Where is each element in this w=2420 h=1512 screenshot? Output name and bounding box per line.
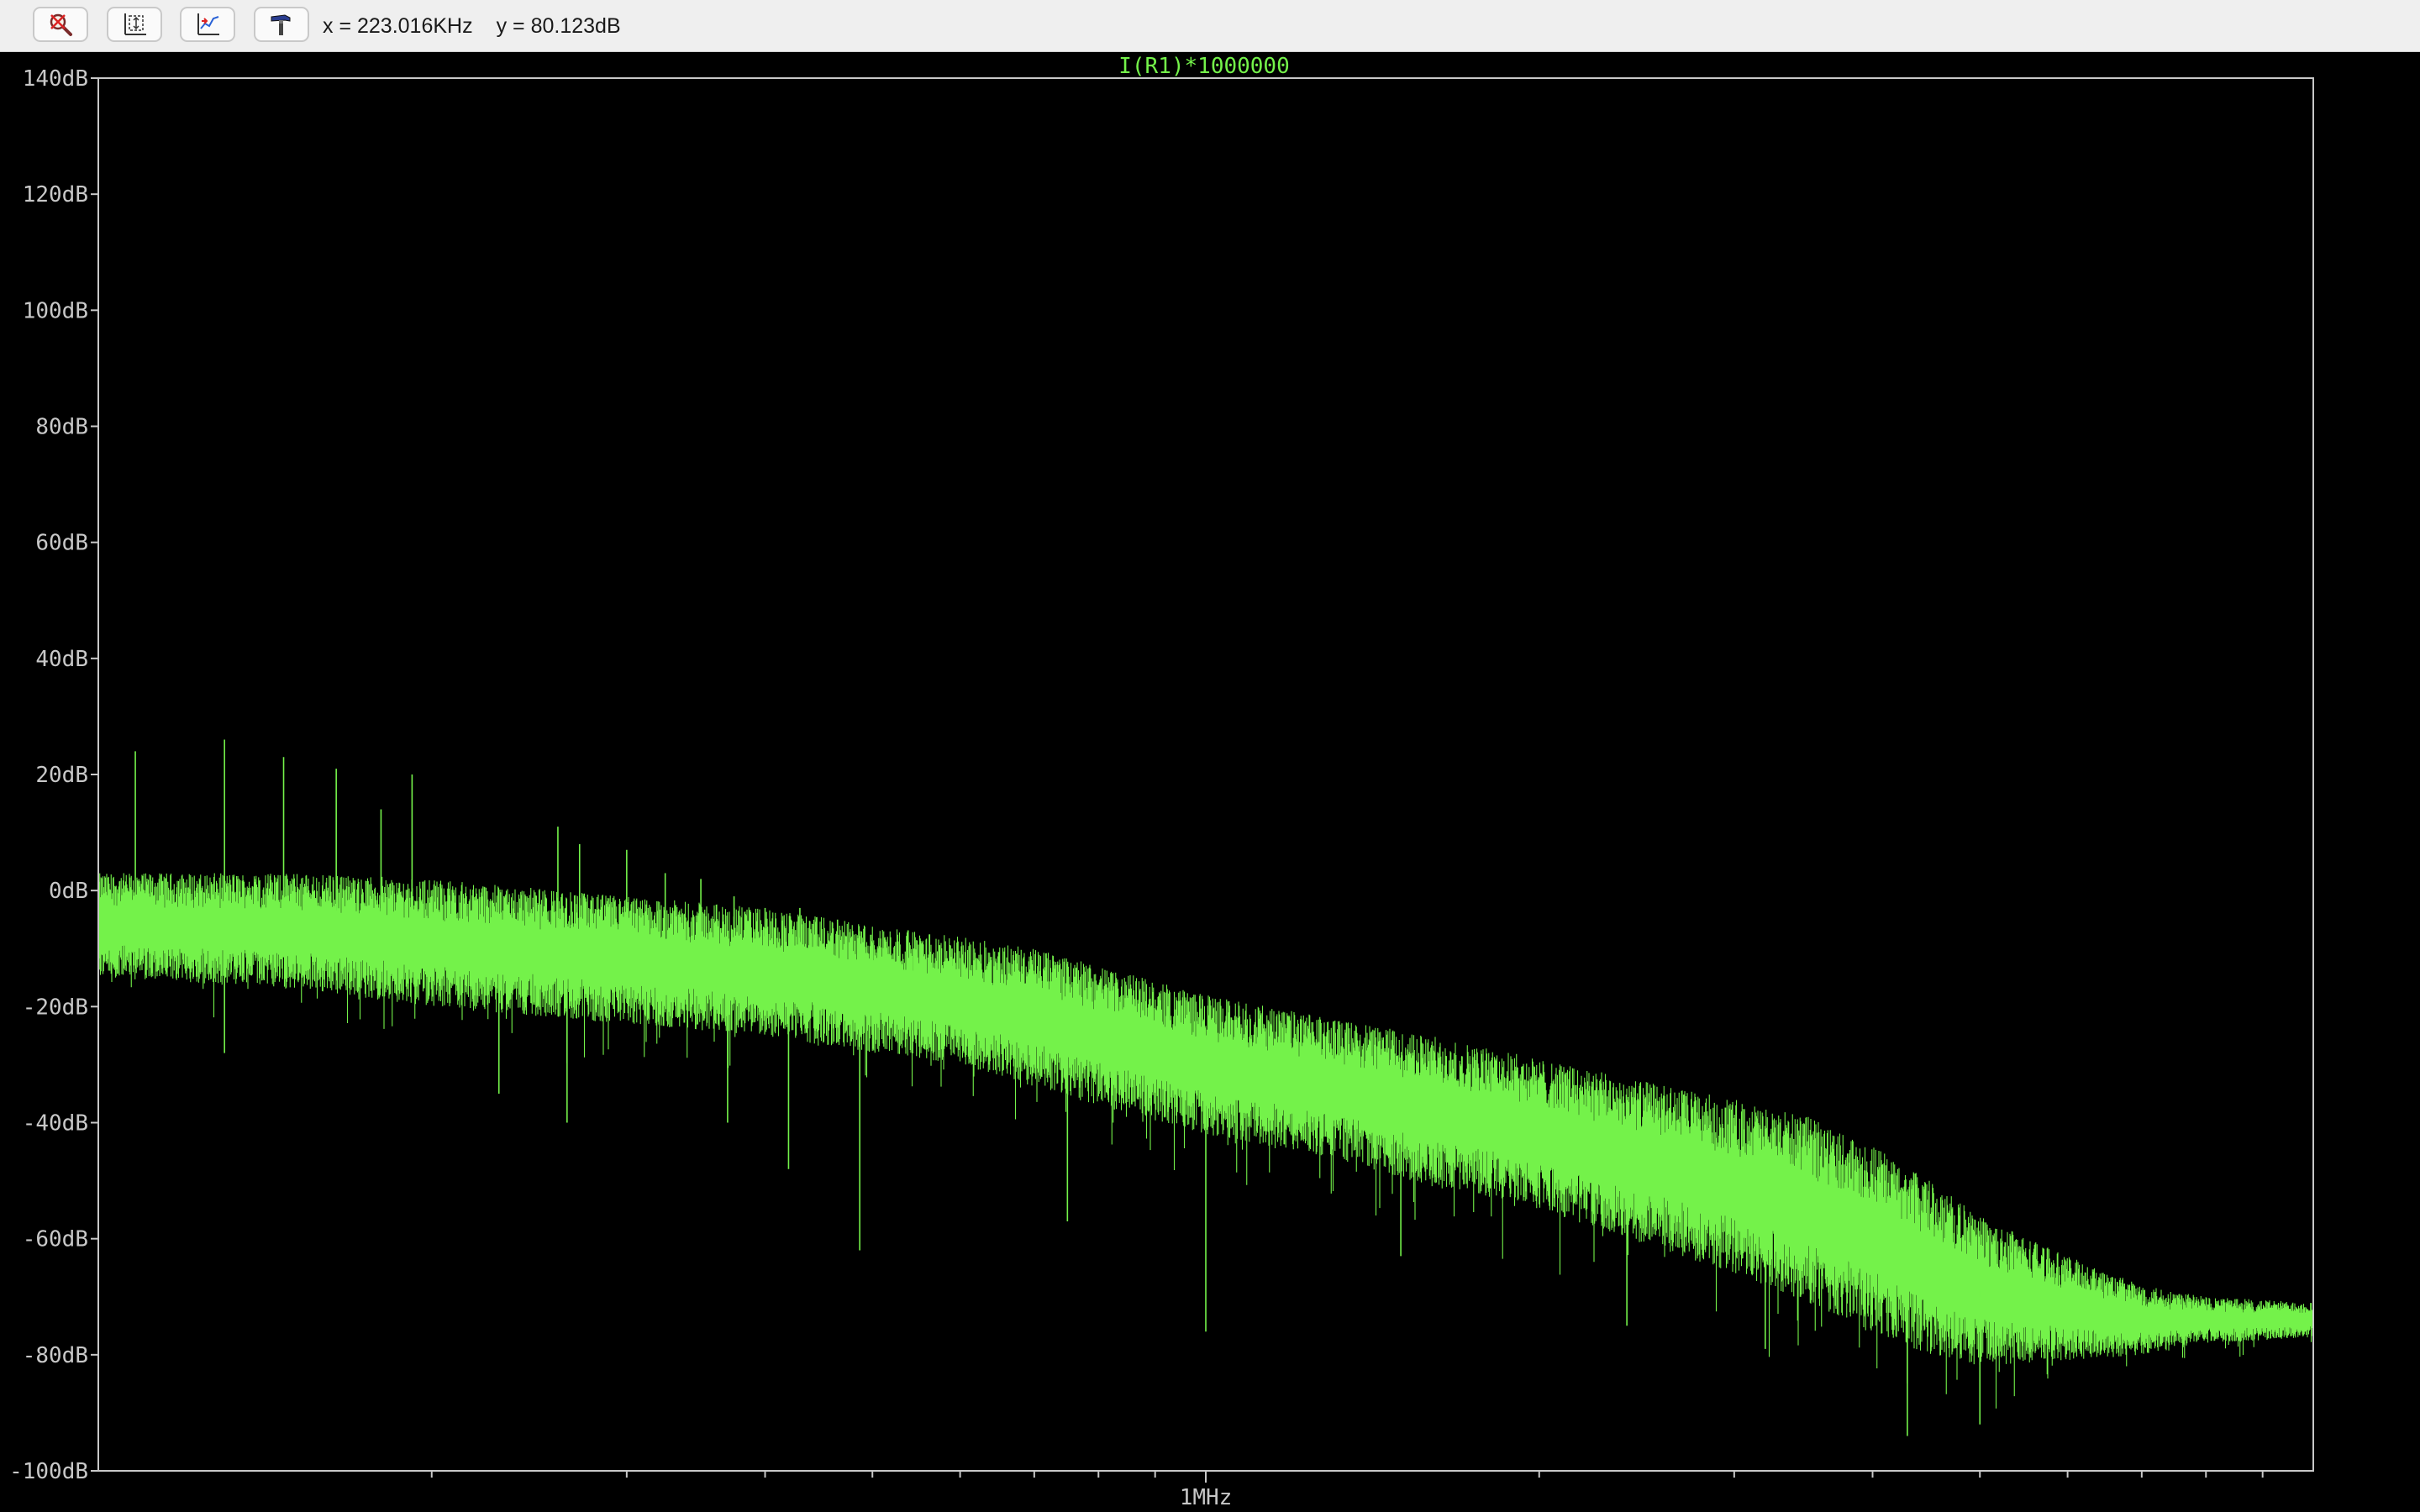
y-tick-label: 20dB (35, 763, 88, 788)
hammer-button[interactable] (254, 7, 309, 42)
y-tick-label: 100dB (23, 298, 88, 323)
y-tick-label: -80dB (23, 1343, 88, 1368)
zoom-icon (50, 13, 72, 36)
zoom-button[interactable] (33, 7, 88, 42)
autorange-button[interactable] (107, 7, 162, 42)
y-tick-label: 140dB (23, 66, 88, 92)
y-tick-label: 40dB (35, 647, 88, 672)
fft-plot[interactable]: I(R1)*1000000 140dB 120dB 100dB 80dB 60dB 40d… (0, 52, 2420, 1512)
y-tick-label: 0dB (49, 879, 88, 904)
cursor-y-value: y = 80.123dB (496, 14, 621, 38)
y-tick-label: 60dB (35, 531, 88, 556)
y-tick-label: -20dB (23, 995, 88, 1020)
cursor-readout: x = 223.016KHz y = 80.123dB (323, 0, 644, 52)
x-tick-label: 1MHz (1180, 1485, 1233, 1510)
plot-toolbar: x = 223.016KHz y = 80.123dB (0, 0, 2420, 52)
y-tick-label: 80dB (35, 415, 88, 440)
y-tick-label: -60dB (23, 1227, 88, 1252)
hammer-icon (271, 14, 291, 35)
cursor-x-value: x = 223.016KHz (323, 14, 473, 38)
axis-layer: 140dB 120dB 100dB 80dB 60dB 40dB 20dB 0dB -20dB -… (9, 66, 2314, 1510)
scale-icon (197, 13, 219, 35)
y-tick-label: -100dB (9, 1459, 88, 1484)
y-tick-label: 120dB (23, 182, 88, 207)
y-tick-label: -40dB (23, 1111, 88, 1137)
scale-button[interactable] (180, 7, 235, 42)
chart-title: I(R1)*1000000 (1118, 54, 1290, 79)
autorange-icon (124, 13, 146, 35)
